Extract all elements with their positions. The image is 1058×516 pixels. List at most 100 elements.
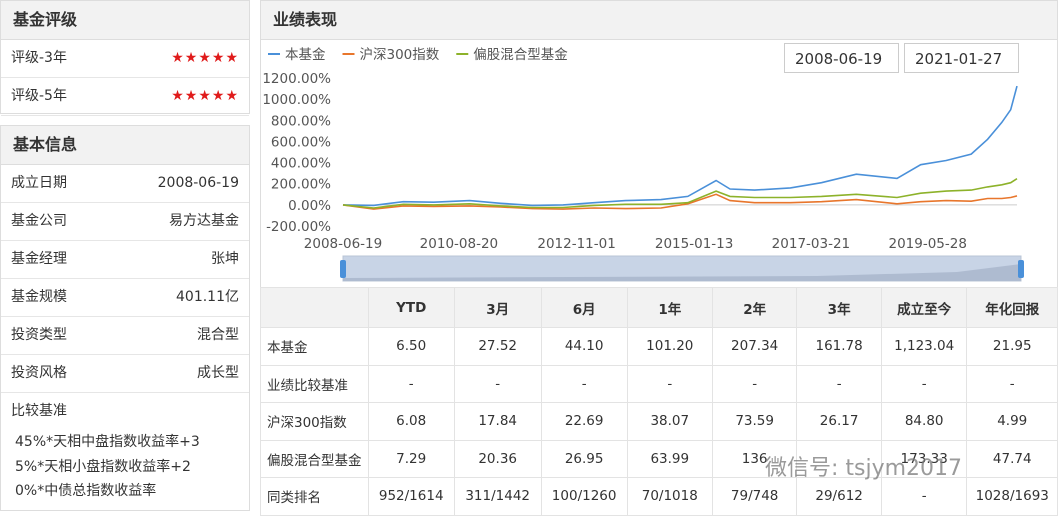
table-cell: 161.78 xyxy=(796,327,882,366)
x-tick-label: 2008-06-19 xyxy=(304,236,382,252)
info-rows: 成立日期 2008-06-19 基金公司 易方达基金基金经理 张坤基金规模 401.11亿… xyxy=(1,165,249,393)
table-cell: 136 xyxy=(711,439,798,478)
y-tick-label: 200.00% xyxy=(271,177,331,193)
header-cell: 2年 xyxy=(711,287,798,328)
table-cell: 47.74 xyxy=(966,439,1058,478)
rating-label: 评级-3年 xyxy=(11,50,67,66)
header-cell: 3月 xyxy=(453,287,542,328)
table-cell: 84.80 xyxy=(880,402,968,441)
table-cell: - xyxy=(540,364,628,403)
table-cell: - xyxy=(626,364,713,403)
table-cell: 1028/1693 xyxy=(966,477,1058,516)
table-cell: 20.36 xyxy=(453,439,542,478)
rating-row: 评级-5年 ★★★★★ xyxy=(1,78,249,116)
benchmark-line: 45%*天相中盘指数收益率+3 xyxy=(15,434,200,450)
y-tick-label: 600.00% xyxy=(271,134,331,150)
table-cell: - xyxy=(880,477,968,516)
table-cell: 63.99 xyxy=(626,439,713,478)
info-label: 投资类型 xyxy=(11,327,67,343)
info-label: 基金经理 xyxy=(11,251,67,267)
rating-rows: 评级-3年 ★★★★★ 评级-5年 ★★★★★ xyxy=(1,40,249,116)
start-date[interactable]: 2008-06-19 xyxy=(784,43,899,73)
rating-stars: ★★★★★ xyxy=(171,88,239,104)
navigator-handle-left xyxy=(340,260,346,278)
table-cell: 70/1018 xyxy=(626,477,713,516)
x-tick-label: 2017-03-21 xyxy=(772,236,850,252)
table-cell: - xyxy=(880,364,968,403)
info-row: 基金经理 张坤 xyxy=(1,241,249,279)
y-tick-label: 0.00% xyxy=(288,198,331,214)
performance-title: 业绩表现 xyxy=(261,1,1057,40)
info-value: 混合型 xyxy=(197,327,239,343)
y-tick-label: 1200.00% xyxy=(262,71,331,87)
table-cell xyxy=(796,439,882,478)
table-cell: 207.34 xyxy=(711,327,798,366)
benchmark-text: 45%*天相中盘指数收益率+3 5%*天相小盘指数收益率+2 0%*中债总指数收益率 xyxy=(1,430,249,504)
header-cell: 6月 xyxy=(540,287,628,328)
table-cell: 22.69 xyxy=(540,402,628,441)
header-cell: 年化回报 xyxy=(966,287,1058,328)
x-tick-label: 2012-11-01 xyxy=(537,236,615,252)
info-label: 基金规模 xyxy=(11,289,67,305)
info-value: 2008-06-19 xyxy=(157,175,239,191)
table-row: 同类排名 952/1614 311/1442 100/1260 70/1018 79/74… xyxy=(260,477,1058,516)
table-cell: 38.07 xyxy=(626,402,713,441)
benchmark-label: 比较基准 xyxy=(11,403,67,419)
header-cell: YTD xyxy=(367,287,455,328)
info-row: 基金公司 易方达基金 xyxy=(1,203,249,241)
table-cell: 29/612 xyxy=(796,477,882,516)
table-row: 沪深300指数 6.08 17.84 22.69 38.07 73.59 26.17 84.8… xyxy=(260,402,1058,441)
table-cell: 73.59 xyxy=(711,402,798,441)
rating-label: 评级-5年 xyxy=(11,88,67,104)
y-tick-label: -200.00% xyxy=(266,219,331,235)
y-tick-label: 400.00% xyxy=(271,156,331,172)
table-cell: 27.52 xyxy=(453,327,542,366)
x-tick-label: 2010-08-20 xyxy=(420,236,498,252)
returns-table: YTD 3月 6月 1年 2年 3年 成立至今 年化回报 本基金 6.50 27.52 44.10 10… xyxy=(260,287,1058,516)
table-cell: 4.99 xyxy=(966,402,1058,441)
info-row: 投资类型 混合型 xyxy=(1,317,249,355)
table-row: 偏股混合型基金 7.29 20.36 26.95 63.99 136 173.33 47.74 xyxy=(260,439,1058,478)
info-row: 投资风格 成长型 xyxy=(1,355,249,393)
table-cell: 沪深300指数 xyxy=(260,402,369,441)
header-row: YTD 3月 6月 1年 2年 3年 成立至今 年化回报 xyxy=(260,287,1058,328)
rating-stars: ★★★★★ xyxy=(171,50,239,66)
benchmark-label-row: 比较基准 xyxy=(1,393,249,430)
header-cell: 成立至今 xyxy=(880,287,968,328)
table-cell: 26.95 xyxy=(540,439,628,478)
legend-label: 本基金 xyxy=(285,46,326,63)
navigator-area xyxy=(343,264,1021,281)
table-cell: 同类排名 xyxy=(260,477,369,516)
series-line xyxy=(342,193,1018,210)
table-cell: - xyxy=(367,364,455,403)
info-value: 401.11亿 xyxy=(176,289,239,305)
table-cell: 7.29 xyxy=(367,439,455,478)
info-label: 成立日期 xyxy=(11,175,67,191)
table-cell: 6.08 xyxy=(367,402,455,441)
table-cell: - xyxy=(796,364,882,403)
table-cell: 1,123.04 xyxy=(880,327,968,366)
table-cell: - xyxy=(711,364,798,403)
info-row: 成立日期 2008-06-19 xyxy=(1,165,249,203)
y-tick-label: 1000.00% xyxy=(262,92,331,108)
table-cell: 21.95 xyxy=(966,327,1058,366)
table-cell: 业绩比较基准 xyxy=(260,364,369,403)
info-value: 易方达基金 xyxy=(169,213,239,229)
header-cell xyxy=(260,287,369,328)
info-value: 张坤 xyxy=(211,251,239,267)
chart: 本基金 沪深300指数 偏股混合型基金 -200.00% 0.00% 200.00% 400… xyxy=(262,46,1024,282)
table-row: 本基金 6.50 27.52 44.10 101.20 207.34 161.78 1,123… xyxy=(260,327,1058,366)
table-cell: - xyxy=(453,364,542,403)
info-card: 基本信息 成立日期 2008-06-19 基金公司 易方达基金基金经理 张坤基金规模 40… xyxy=(0,125,250,511)
end-date[interactable]: 2021-01-27 xyxy=(904,43,1019,73)
header-cell: 3年 xyxy=(796,287,882,328)
x-tick-label: 2019-05-28 xyxy=(888,236,966,252)
table-cell: 26.17 xyxy=(796,402,882,441)
table-cell: 173.33 xyxy=(880,439,968,478)
benchmark-line: 5%*天相小盘指数收益率+2 xyxy=(15,458,191,475)
info-title: 基本信息 xyxy=(1,126,249,165)
info-label: 投资风格 xyxy=(11,365,67,381)
table-cell: 17.84 xyxy=(453,402,542,441)
rating-title: 基金评级 xyxy=(1,1,249,40)
